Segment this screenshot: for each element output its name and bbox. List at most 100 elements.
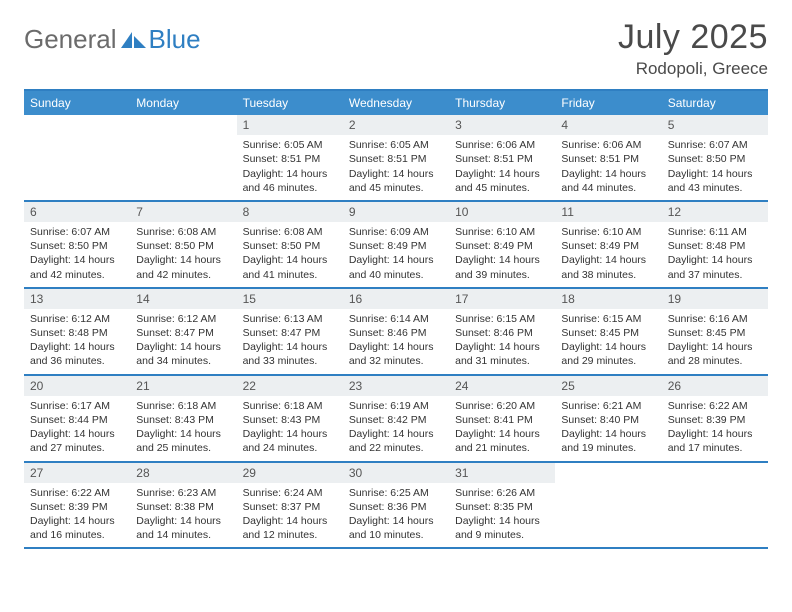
daylight-line: Daylight: 14 hours and 16 minutes. [30, 514, 124, 542]
weekday-header: Monday [130, 91, 236, 115]
day-number: 18 [555, 289, 661, 309]
day-body: Sunrise: 6:25 AMSunset: 8:36 PMDaylight:… [343, 483, 449, 548]
day-body: Sunrise: 6:05 AMSunset: 8:51 PMDaylight:… [343, 135, 449, 200]
day-body: Sunrise: 6:10 AMSunset: 8:49 PMDaylight:… [555, 222, 661, 287]
sunset-line: Sunset: 8:51 PM [243, 152, 337, 166]
sunrise-line: Sunrise: 6:15 AM [561, 312, 655, 326]
sunrise-line: Sunrise: 6:15 AM [455, 312, 549, 326]
day-body: Sunrise: 6:18 AMSunset: 8:43 PMDaylight:… [130, 396, 236, 461]
day-cell: 10Sunrise: 6:10 AMSunset: 8:49 PMDayligh… [449, 202, 555, 287]
daylight-line: Daylight: 14 hours and 10 minutes. [349, 514, 443, 542]
daylight-line: Daylight: 14 hours and 33 minutes. [243, 340, 337, 368]
sunrise-line: Sunrise: 6:10 AM [455, 225, 549, 239]
day-number: 27 [24, 463, 130, 483]
sunset-line: Sunset: 8:47 PM [136, 326, 230, 340]
daylight-line: Daylight: 14 hours and 22 minutes. [349, 427, 443, 455]
sunrise-line: Sunrise: 6:23 AM [136, 486, 230, 500]
daylight-line: Daylight: 14 hours and 39 minutes. [455, 253, 549, 281]
day-cell [24, 115, 130, 200]
sunset-line: Sunset: 8:50 PM [668, 152, 762, 166]
day-body: Sunrise: 6:18 AMSunset: 8:43 PMDaylight:… [237, 396, 343, 461]
day-cell: 29Sunrise: 6:24 AMSunset: 8:37 PMDayligh… [237, 463, 343, 548]
sunset-line: Sunset: 8:50 PM [30, 239, 124, 253]
sunrise-line: Sunrise: 6:07 AM [668, 138, 762, 152]
day-cell: 9Sunrise: 6:09 AMSunset: 8:49 PMDaylight… [343, 202, 449, 287]
weekday-header-row: Sunday Monday Tuesday Wednesday Thursday… [24, 91, 768, 115]
logo: General Blue [24, 18, 201, 55]
day-number: 14 [130, 289, 236, 309]
day-body: Sunrise: 6:14 AMSunset: 8:46 PMDaylight:… [343, 309, 449, 374]
day-number: 16 [343, 289, 449, 309]
day-number: 24 [449, 376, 555, 396]
sunrise-line: Sunrise: 6:16 AM [668, 312, 762, 326]
daylight-line: Daylight: 14 hours and 25 minutes. [136, 427, 230, 455]
sunrise-line: Sunrise: 6:12 AM [136, 312, 230, 326]
daylight-line: Daylight: 14 hours and 31 minutes. [455, 340, 549, 368]
daylight-line: Daylight: 14 hours and 45 minutes. [349, 167, 443, 195]
daylight-line: Daylight: 14 hours and 40 minutes. [349, 253, 443, 281]
sunset-line: Sunset: 8:51 PM [349, 152, 443, 166]
day-number: 10 [449, 202, 555, 222]
day-cell [130, 115, 236, 200]
daylight-line: Daylight: 14 hours and 44 minutes. [561, 167, 655, 195]
day-body: Sunrise: 6:06 AMSunset: 8:51 PMDaylight:… [449, 135, 555, 200]
sunrise-line: Sunrise: 6:12 AM [30, 312, 124, 326]
daylight-line: Daylight: 14 hours and 37 minutes. [668, 253, 762, 281]
sunset-line: Sunset: 8:50 PM [136, 239, 230, 253]
sunset-line: Sunset: 8:41 PM [455, 413, 549, 427]
daylight-line: Daylight: 14 hours and 32 minutes. [349, 340, 443, 368]
sunset-line: Sunset: 8:45 PM [668, 326, 762, 340]
day-cell: 14 Sunrise: 6:12 AMSunset: 8:47 PMDayligh… [130, 289, 236, 374]
day-cell: 2Sunrise: 6:05 AMSunset: 8:51 PMDaylight… [343, 115, 449, 200]
sunrise-line: Sunrise: 6:07 AM [30, 225, 124, 239]
day-number: 2 [343, 115, 449, 135]
daylight-line: Daylight: 14 hours and 27 minutes. [30, 427, 124, 455]
day-body: Sunrise: 6:07 AMSunset: 8:50 PMDaylight:… [24, 222, 130, 287]
daylight-line: Daylight: 14 hours and 34 minutes. [136, 340, 230, 368]
sunset-line: Sunset: 8:40 PM [561, 413, 655, 427]
day-cell: 27Sunrise: 6:22 AMSunset: 8:39 PMDayligh… [24, 463, 130, 548]
daylight-line: Daylight: 14 hours and 46 minutes. [243, 167, 337, 195]
day-body: Sunrise: 6:05 AMSunset: 8:51 PMDaylight:… [237, 135, 343, 200]
sunset-line: Sunset: 8:49 PM [561, 239, 655, 253]
sunrise-line: Sunrise: 6:20 AM [455, 399, 549, 413]
month-title: July 2025 [618, 18, 768, 57]
day-number: 28 [130, 463, 236, 483]
location-label: Rodopoli, Greece [618, 59, 768, 79]
sunset-line: Sunset: 8:44 PM [30, 413, 124, 427]
weekday-header: Friday [555, 91, 661, 115]
sunrise-line: Sunrise: 6:08 AM [136, 225, 230, 239]
day-cell: 1Sunrise: 6:05 AMSunset: 8:51 PMDaylight… [237, 115, 343, 200]
day-body: Sunrise: 6:22 AMSunset: 8:39 PMDaylight:… [24, 483, 130, 548]
weekday-header: Tuesday [237, 91, 343, 115]
sunrise-line: Sunrise: 6:14 AM [349, 312, 443, 326]
sunset-line: Sunset: 8:47 PM [243, 326, 337, 340]
weekday-header: Thursday [449, 91, 555, 115]
daylight-line: Daylight: 14 hours and 36 minutes. [30, 340, 124, 368]
sunset-line: Sunset: 8:36 PM [349, 500, 443, 514]
calendar-grid: Sunday Monday Tuesday Wednesday Thursday… [24, 89, 768, 549]
sunset-line: Sunset: 8:51 PM [455, 152, 549, 166]
day-number: 3 [449, 115, 555, 135]
day-cell [555, 463, 661, 548]
day-body: Sunrise: 6:12 AMSunset: 8:48 PMDaylight:… [24, 309, 130, 374]
day-body: Sunrise: 6:26 AMSunset: 8:35 PMDaylight:… [449, 483, 555, 548]
sunrise-line: Sunrise: 6:08 AM [243, 225, 337, 239]
day-cell: 18Sunrise: 6:15 AMSunset: 8:45 PMDayligh… [555, 289, 661, 374]
sunset-line: Sunset: 8:37 PM [243, 500, 337, 514]
day-number: 30 [343, 463, 449, 483]
day-number: 21 [130, 376, 236, 396]
title-block: July 2025 Rodopoli, Greece [618, 18, 768, 79]
sunrise-line: Sunrise: 6:09 AM [349, 225, 443, 239]
sunset-line: Sunset: 8:46 PM [455, 326, 549, 340]
logo-text-blue: Blue [149, 24, 201, 55]
daylight-line: Daylight: 14 hours and 45 minutes. [455, 167, 549, 195]
day-cell [662, 463, 768, 548]
day-number: 9 [343, 202, 449, 222]
sunrise-line: Sunrise: 6:22 AM [668, 399, 762, 413]
sunset-line: Sunset: 8:45 PM [561, 326, 655, 340]
weekday-header: Wednesday [343, 91, 449, 115]
day-number: 26 [662, 376, 768, 396]
day-body: Sunrise: 6:22 AMSunset: 8:39 PMDaylight:… [662, 396, 768, 461]
day-number: 8 [237, 202, 343, 222]
